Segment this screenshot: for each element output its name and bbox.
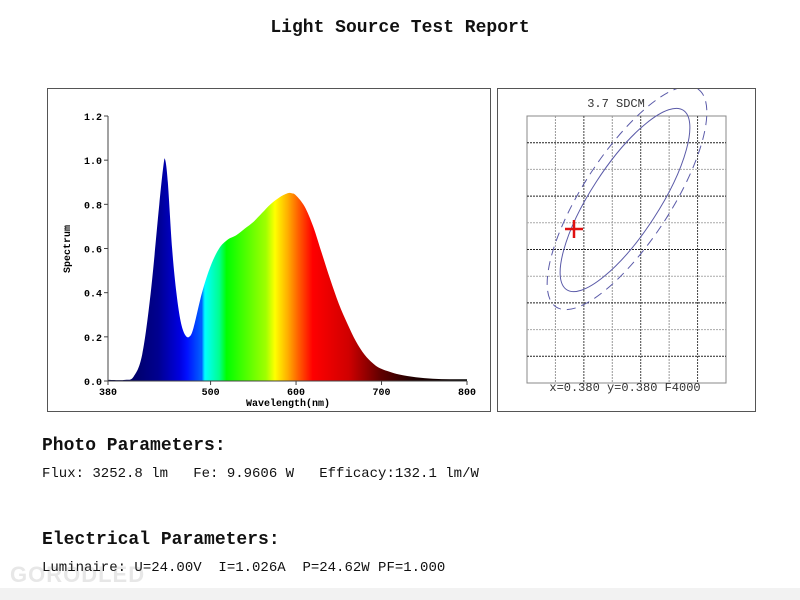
- x-tick-label: 800: [458, 388, 476, 399]
- electrical-parameters-heading: Electrical Parameters:: [42, 530, 280, 550]
- sdcm-chart: 3.7 SDCM x=0.380 y=0.380 F4000: [526, 85, 727, 395]
- sdcm-title: 3.7 SDCM: [587, 97, 645, 111]
- y-tick-label: 0.0: [84, 378, 102, 389]
- sdcm-outer-ellipse: [546, 85, 708, 311]
- photo-parameters-values: Flux: 3252.8 lm Fe: 9.9606 W Efficacy:13…: [42, 466, 479, 482]
- x-tick-label: 600: [287, 388, 305, 399]
- electrical-parameters-values: Luminaire: U=24.00V I=1.026A P=24.62W PF…: [42, 560, 446, 576]
- y-tick-label: 0.4: [84, 290, 102, 301]
- report-title: Light Source Test Report: [270, 18, 530, 38]
- spectrum-chart-panel: 380 500 600 700 800 0.0 0.2 0.4 0.6 0.8 1.0 1.2 Wav…: [47, 88, 491, 412]
- y-tick-label: 0.6: [84, 246, 102, 257]
- x-tick-label: 500: [202, 388, 220, 399]
- watermark-logo: GORODLED: [10, 562, 146, 587]
- sdcm-footer: x=0.380 y=0.380 F4000: [549, 381, 700, 395]
- y-tick-label: 0.8: [84, 201, 102, 212]
- photo-parameters-heading: Photo Parameters:: [42, 436, 226, 456]
- spectrum-area: [108, 158, 467, 381]
- bottom-strip: [0, 588, 800, 600]
- y-tick-label: 1.2: [84, 113, 102, 124]
- x-tick-label: 700: [373, 388, 391, 399]
- y-axis-label: Spectrum: [63, 225, 74, 273]
- y-tick-label: 0.2: [84, 334, 102, 345]
- spectrum-chart: 380 500 600 700 800 0.0 0.2 0.4 0.6 0.8 1.0 1.2 Wav…: [63, 113, 476, 410]
- y-tick-label: 1.0: [84, 157, 102, 168]
- x-tick-label: 380: [99, 388, 117, 399]
- measured-point-cross: [565, 220, 583, 238]
- x-axis-label: Wavelength(nm): [246, 398, 330, 410]
- sdcm-chart-panel: 3.7 SDCM x=0.380 y=0.380 F4000: [497, 85, 756, 412]
- sdcm-inner-ellipse: [559, 107, 691, 293]
